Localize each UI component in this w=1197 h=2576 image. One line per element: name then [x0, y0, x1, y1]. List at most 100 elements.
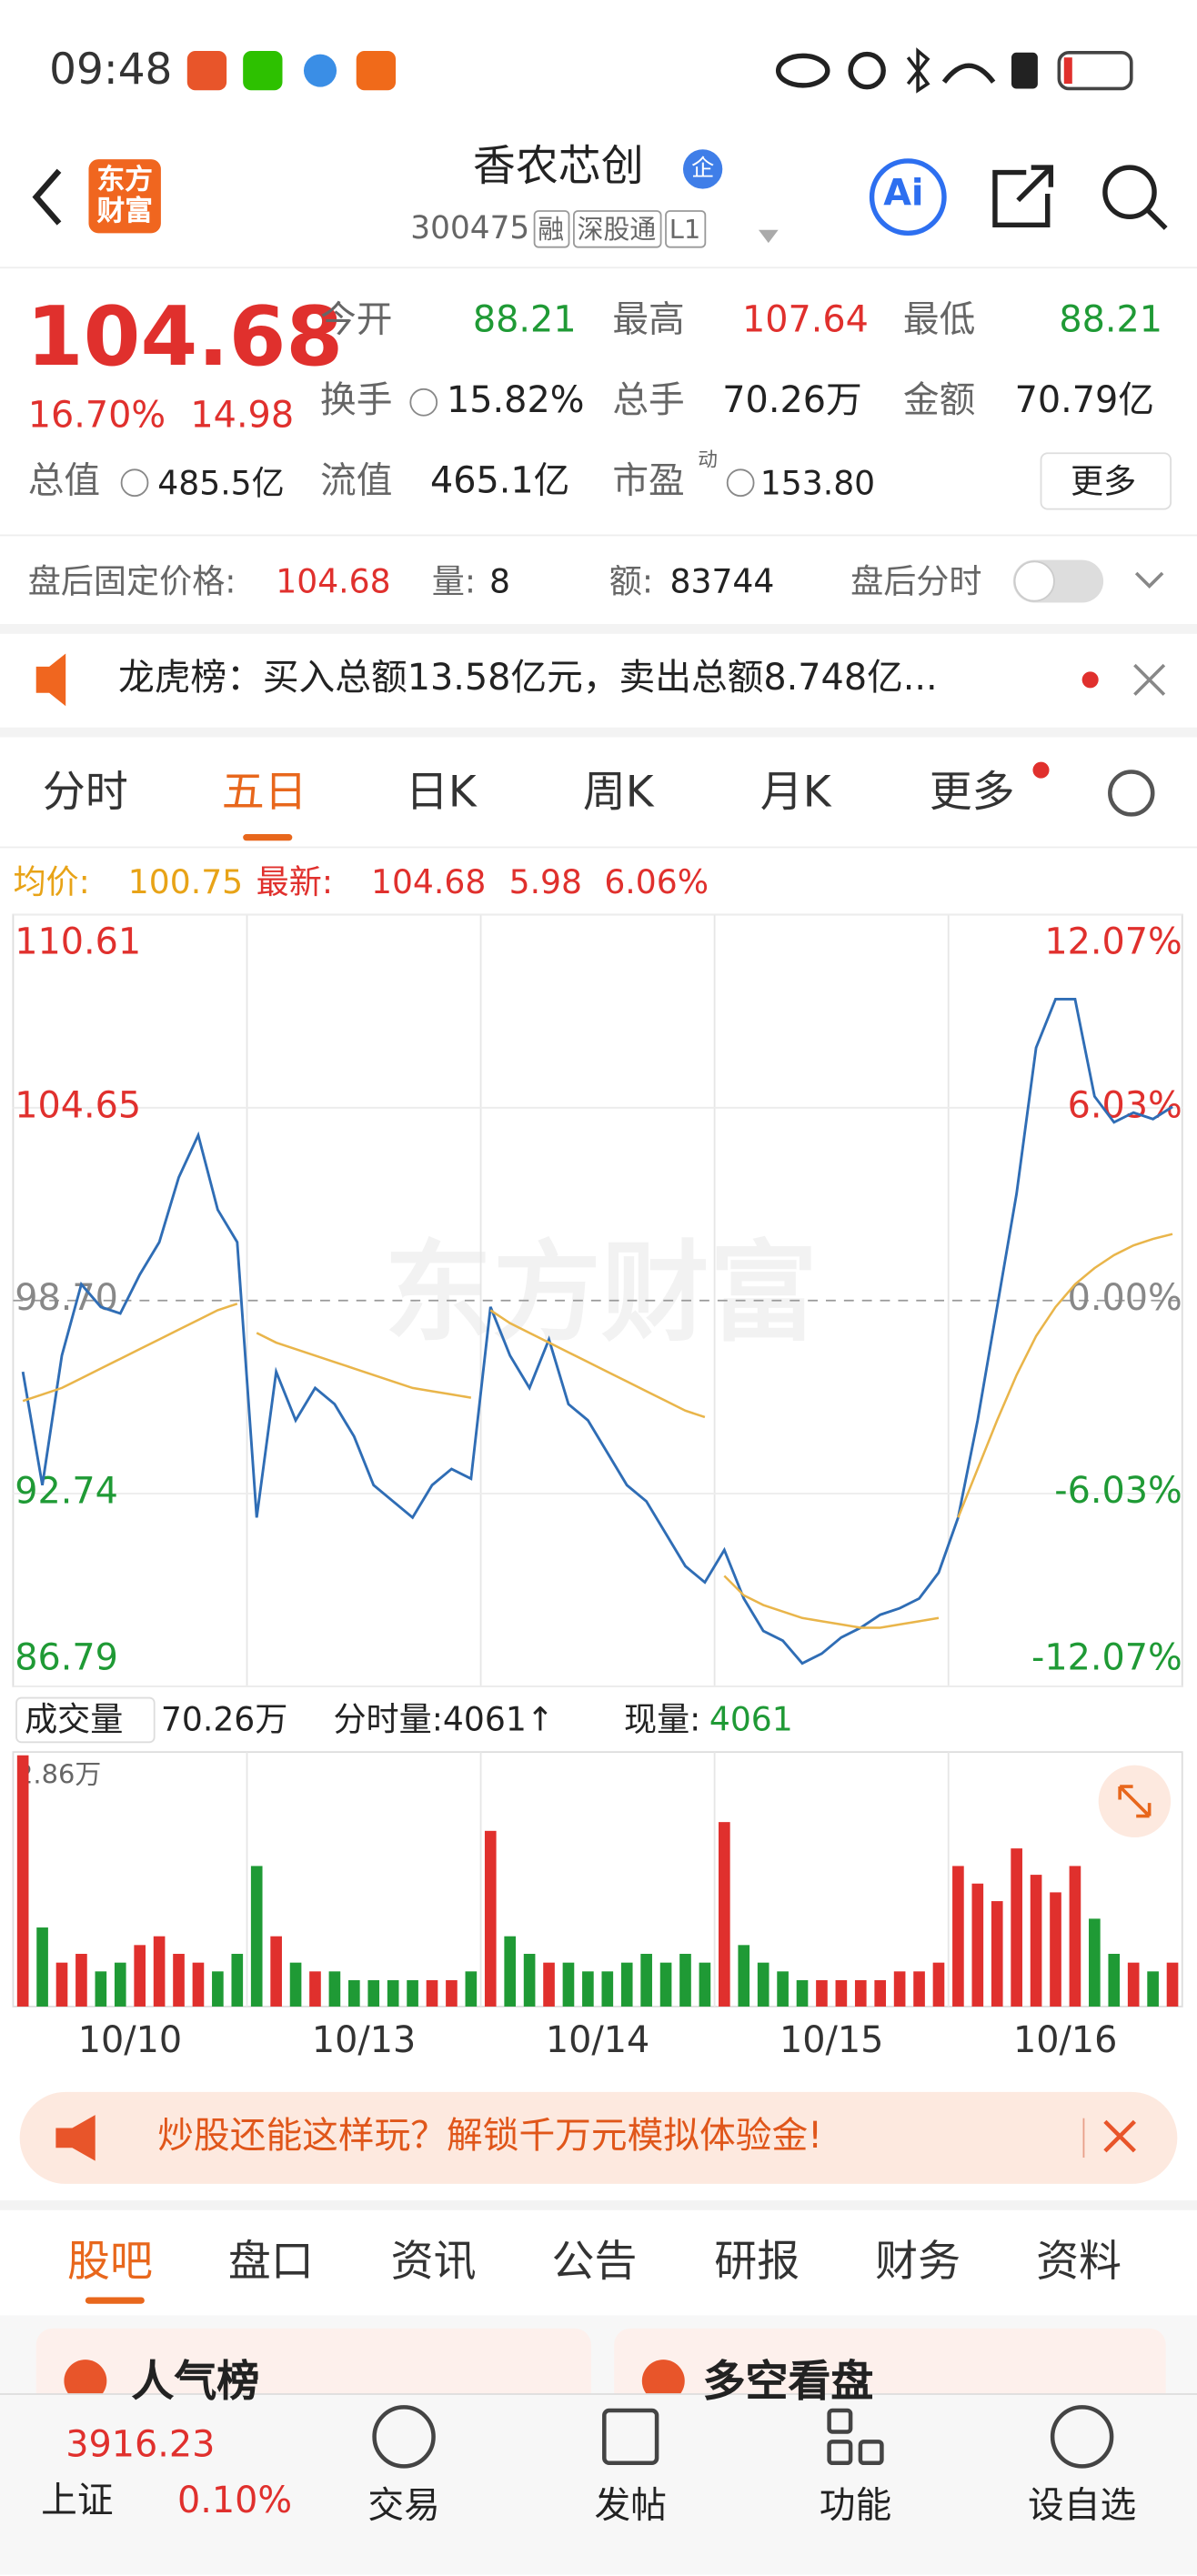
nav-icon[interactable]	[827, 2408, 853, 2434]
ai-label[interactable]: Ai	[883, 174, 924, 216]
average-line	[489, 1309, 706, 1419]
back-button[interactable]	[32, 168, 62, 226]
close-banner[interactable]	[1103, 2119, 1136, 2153]
volume-bar	[387, 1979, 399, 2007]
x-tick-label: 10/16	[1013, 2019, 1117, 2061]
volume-bar	[309, 1971, 321, 2007]
app-icon	[186, 50, 227, 91]
more-button[interactable]	[1040, 452, 1172, 510]
ai-button[interactable]	[869, 158, 947, 236]
ah-vol: 8	[488, 561, 510, 601]
nav-icon[interactable]	[858, 2440, 884, 2466]
volume-bar	[991, 1901, 1003, 2007]
tab[interactable]: 周K	[582, 768, 654, 818]
section-tab[interactable]: 资讯	[390, 2238, 477, 2288]
avg-value: 100.75	[127, 861, 244, 902]
notice[interactable]: 龙虎榜：买入总额13.58亿元，卖出总额8.748亿...	[117, 658, 938, 700]
section-tab[interactable]: 资料	[1036, 2238, 1122, 2288]
nav-label[interactable]: 功能	[819, 2486, 892, 2528]
nav-icon[interactable]	[1050, 2405, 1114, 2469]
section-tab[interactable]: 公告	[551, 2238, 638, 2288]
more-label[interactable]: 更多	[1070, 461, 1137, 501]
status-icon	[941, 63, 996, 84]
clock: 09:48	[49, 45, 173, 96]
nav-icon[interactable]	[602, 2408, 659, 2466]
price: 104.68	[25, 288, 344, 385]
nav-icon[interactable]	[372, 2405, 436, 2469]
ah-label: 额:	[609, 561, 654, 601]
nav-label[interactable]: 发帖	[594, 2486, 667, 2528]
info-icon[interactable]	[409, 387, 438, 417]
field-label: 今开	[320, 300, 393, 342]
logo-text: 东方 财富	[96, 165, 155, 228]
volume-bar	[854, 1979, 867, 2007]
toggle-knob[interactable]	[1013, 560, 1055, 602]
banner-text[interactable]: 炒股还能这样玩？解锁千万元模拟体验金!	[157, 2116, 823, 2158]
index-pct[interactable]: 0.10%	[176, 2480, 293, 2522]
volume-bar	[75, 1954, 87, 2007]
field-value: 465.1亿	[429, 461, 570, 503]
section-tab[interactable]: 研报	[714, 2238, 800, 2288]
volume-selector[interactable]	[15, 1696, 156, 1744]
section-tab-active[interactable]: 股吧	[67, 2238, 153, 2288]
dot	[1032, 761, 1050, 779]
y2-tick-label: 0.00%	[1068, 1277, 1182, 1319]
tab[interactable]: 分时	[42, 768, 128, 818]
latest-change: 5.98	[508, 861, 582, 902]
index-name[interactable]: 上证	[41, 2480, 114, 2522]
volume-bar	[55, 1962, 68, 2007]
field-value: 88.21	[1059, 300, 1163, 342]
card-title[interactable]: 多空看盘	[702, 2358, 874, 2408]
average-line	[256, 1332, 472, 1399]
tab[interactable]: 月K	[759, 768, 831, 818]
field-value: 153.80	[759, 463, 876, 503]
ah-toggle-label[interactable]: 盘后分时	[850, 561, 982, 601]
volume-bar	[1089, 1918, 1101, 2007]
tab[interactable]: 日K	[405, 768, 477, 818]
volume-bar	[270, 1936, 282, 2007]
volume-bar	[620, 1962, 633, 2007]
share-button[interactable]	[992, 165, 1054, 228]
y2-tick-label: -6.03%	[1054, 1470, 1182, 1512]
separator	[0, 2199, 1197, 2210]
ah-label: 盘后固定价格:	[27, 561, 236, 601]
latest-label: 最新:	[256, 861, 334, 902]
settings[interactable]	[1108, 770, 1155, 817]
search-button[interactable]	[1102, 165, 1157, 219]
dropdown-arrow[interactable]	[759, 229, 779, 244]
volume-label[interactable]: 成交量	[25, 1699, 124, 1739]
close-notice[interactable]	[1133, 663, 1166, 696]
index-value[interactable]: 3916.23	[65, 2425, 216, 2467]
volume-bar	[289, 1962, 302, 2007]
search-button[interactable]	[1145, 208, 1168, 230]
status-icon	[775, 53, 830, 88]
volume-bar	[523, 1954, 536, 2007]
section-tab[interactable]: 财务	[875, 2238, 961, 2288]
x-tick-label: 10/13	[312, 2019, 416, 2061]
average-line	[957, 1233, 1173, 1518]
section-tab[interactable]: 盘口	[227, 2238, 314, 2288]
banner-bg[interactable]	[19, 2091, 1178, 2184]
y-tick-label: 110.61	[15, 921, 141, 962]
nav-icon[interactable]	[827, 2440, 853, 2466]
logo[interactable]	[88, 159, 161, 234]
expand[interactable]	[1134, 571, 1164, 589]
tab[interactable]: 更多	[929, 768, 1015, 818]
info-icon[interactable]	[726, 468, 755, 498]
nav-label[interactable]: 设自选	[1028, 2486, 1137, 2528]
expand-chart[interactable]	[1118, 1785, 1152, 1818]
volume-bar	[971, 1883, 984, 2007]
tag: 深股通	[572, 210, 661, 248]
volume-bar	[738, 1945, 750, 2007]
y2-tick-label: 12.07%	[1044, 921, 1182, 962]
tab-active[interactable]: 五日	[221, 768, 307, 818]
nav-label[interactable]: 交易	[367, 2486, 440, 2528]
volume-bar	[699, 1962, 711, 2007]
logo-line: 财富	[96, 195, 153, 228]
volume-bar	[640, 1954, 652, 2007]
card-title[interactable]: 人气榜	[131, 2358, 260, 2408]
info-icon[interactable]	[120, 468, 149, 498]
change-pct: 16.70%	[27, 396, 166, 438]
